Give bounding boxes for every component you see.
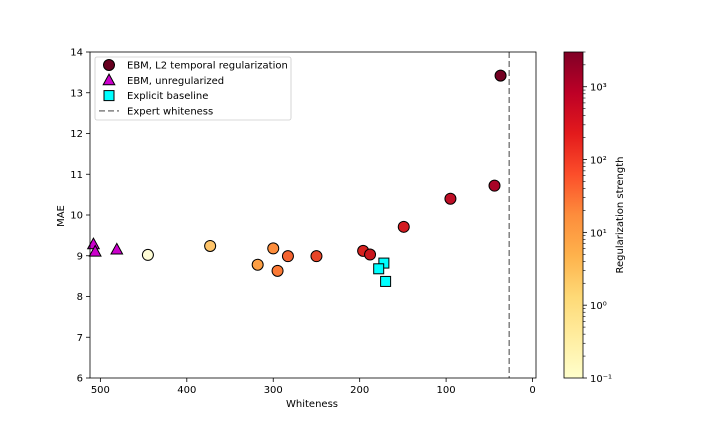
legend-box: [94, 56, 292, 121]
x-axis-label: Whiteness: [286, 399, 338, 410]
y-tick-label: 8: [77, 292, 83, 303]
colorbar-ticks: 10⁻¹ 10⁰ 10¹ 10² 10³: [583, 51, 612, 385]
x-tick-label: 0: [529, 385, 535, 396]
data-point-ebm-l2: [281, 250, 294, 263]
legend-label: EBM, unregularized: [127, 76, 224, 87]
legend: EBM, L2 temporal regularization EBM, unre…: [94, 56, 292, 121]
data-point-explicit-baseline: [373, 263, 385, 275]
colorbar-tick-label: 10²: [590, 156, 607, 167]
colorbar-tick-label: 10³: [590, 83, 607, 94]
y-axis-label: MAE: [56, 205, 67, 227]
x-tick-label: 500: [91, 385, 110, 396]
data-point-ebm-l2: [251, 258, 264, 271]
data-point-ebm-unregularized: [88, 244, 102, 257]
y-tick-label: 12: [70, 129, 83, 140]
y-tick-label: 9: [77, 251, 83, 262]
x-tick-label: 300: [264, 385, 283, 396]
y-tick-label: 7: [77, 333, 83, 344]
x-tick-label: 100: [437, 385, 456, 396]
data-point-ebm-l2: [310, 250, 323, 263]
data-point-ebm-l2: [271, 264, 284, 277]
colorbar-tick-label: 10⁻¹: [590, 374, 612, 385]
data-point-explicit-baseline: [380, 275, 392, 287]
legend-marker: [102, 73, 116, 86]
legend-label: EBM, L2 temporal regularization: [127, 61, 288, 72]
data-point-ebm-l2: [267, 242, 280, 255]
x-tick-label: 200: [350, 385, 369, 396]
data-point-ebm-unregularized: [86, 237, 101, 250]
data-point-ebm-l2: [141, 248, 154, 261]
y-tick-label: 11: [70, 170, 83, 181]
data-point-ebm-l2: [364, 248, 377, 261]
data-point-ebm-unregularized: [110, 242, 124, 255]
legend-label: Explicit baseline: [127, 91, 208, 102]
y-tick-label: 13: [70, 88, 83, 99]
data-point-ebm-l2: [397, 220, 410, 233]
data-point-ebm-l2: [204, 239, 217, 252]
plot-area: 500 400 300 200 100 0 6 7 8 9 10 11 12 13 14: [70, 48, 537, 396]
y-tick-label: 14: [70, 48, 83, 59]
colorbar-gradient: [563, 51, 584, 379]
data-point-ebm-l2: [444, 192, 457, 205]
y-tick-label: 6: [77, 374, 83, 385]
legend-marker: [103, 59, 115, 71]
legend-label: Expert whiteness: [127, 106, 213, 117]
data-point-ebm-l2: [494, 69, 507, 82]
colorbar-label: Regularization strength: [615, 157, 626, 274]
colorbar-tick-label: 10⁰: [590, 301, 607, 312]
x-tick-label: 400: [177, 385, 196, 396]
colorbar-tick-label: 10¹: [590, 228, 607, 239]
colorbar: 10⁻¹ 10⁰ 10¹ 10² 10³ Regularization strength: [563, 51, 626, 385]
data-point-ebm-l2: [488, 179, 501, 192]
y-tick-label: 10: [70, 211, 83, 222]
legend-marker: [103, 90, 115, 102]
